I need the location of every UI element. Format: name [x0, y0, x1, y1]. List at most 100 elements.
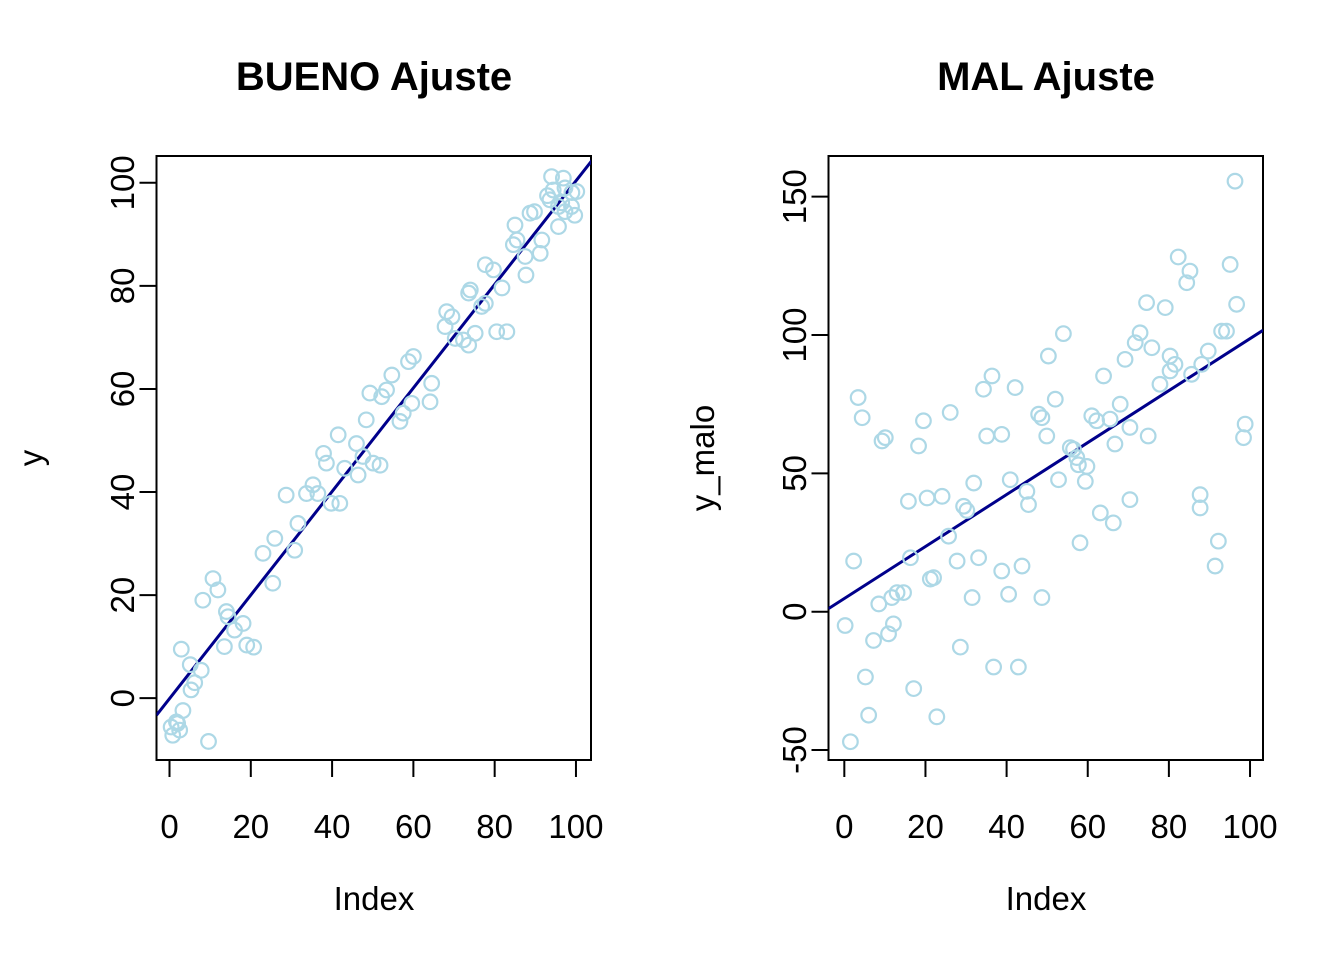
x-tick-label: 80 — [476, 808, 513, 845]
data-point — [849, 389, 867, 406]
data-point — [1191, 499, 1209, 517]
data-point — [1101, 410, 1119, 428]
x-tick-label: 40 — [988, 808, 1025, 845]
data-point — [508, 231, 526, 249]
data-point — [473, 298, 491, 315]
y-tick-label: 50 — [776, 455, 813, 492]
data-point — [1054, 325, 1072, 343]
data-point — [506, 216, 524, 234]
data-point — [1068, 449, 1086, 466]
data-point — [983, 367, 1001, 385]
data-point — [1126, 334, 1144, 352]
data-point — [194, 591, 212, 609]
data-point — [322, 494, 340, 512]
data-point — [885, 615, 902, 633]
data-point — [234, 615, 252, 632]
data-point — [1236, 415, 1254, 433]
data-point — [940, 527, 957, 545]
plot-box — [827, 155, 1264, 761]
y-tick-label: -50 — [776, 726, 813, 774]
data-point — [277, 486, 295, 504]
data-point — [951, 638, 969, 656]
data-point — [1193, 355, 1211, 373]
y-axis-label: y_malo — [684, 405, 721, 511]
data-point — [870, 595, 888, 613]
data-point — [504, 236, 522, 254]
data-point — [371, 456, 389, 474]
data-point — [985, 658, 1003, 676]
data-point — [1178, 274, 1196, 292]
data-point — [910, 437, 927, 455]
data-point — [331, 494, 349, 512]
data-point — [902, 549, 919, 567]
data-point — [970, 549, 988, 567]
fit-line — [828, 329, 1263, 610]
data-point — [1038, 427, 1056, 445]
data-point — [1131, 324, 1149, 342]
data-point — [1071, 534, 1089, 552]
data-point — [955, 497, 972, 515]
data-point — [348, 435, 365, 452]
x-tick-label: 20 — [232, 808, 269, 845]
plot-box — [155, 155, 592, 761]
data-point — [403, 394, 421, 412]
data-point — [476, 294, 494, 312]
data-point — [438, 303, 456, 321]
data-point — [533, 231, 551, 249]
data-point — [1013, 557, 1031, 575]
data-point — [404, 348, 422, 365]
data-point — [361, 384, 379, 402]
data-point — [1001, 471, 1019, 489]
data-point — [488, 323, 506, 341]
data-point — [1046, 390, 1064, 408]
data-point — [1065, 440, 1082, 458]
data-point — [1151, 375, 1169, 393]
data-point — [192, 661, 210, 679]
plot-area: 0 20 40 60 80 100 0 20 40 60 80 100 — [104, 155, 603, 845]
data-point — [880, 625, 897, 643]
data-point — [329, 426, 347, 444]
x-tick-label: 40 — [314, 808, 351, 845]
data-point — [1143, 339, 1161, 357]
data-point — [1111, 395, 1129, 413]
data-point — [245, 638, 263, 656]
data-point — [1226, 172, 1244, 190]
data-point — [1181, 262, 1199, 280]
chart-bueno-ajuste: BUENO Ajuste Index y 0 20 40 60 80 100 0 20 40 60… — [12, 55, 603, 917]
data-point — [1033, 589, 1051, 606]
data-point — [1206, 557, 1224, 575]
data-point — [1235, 429, 1252, 447]
data-point — [1156, 299, 1174, 317]
data-point — [860, 706, 878, 724]
data-point — [357, 411, 375, 429]
data-point — [915, 412, 932, 430]
data-point — [526, 203, 543, 221]
data-point — [1006, 379, 1024, 396]
data-point — [975, 380, 992, 398]
data-point — [238, 636, 256, 654]
plot-area: 0 20 40 60 80 100 -50 0 50 100 150 — [776, 155, 1278, 845]
data-point — [394, 404, 412, 422]
data-point — [200, 733, 217, 750]
data-point — [958, 502, 976, 519]
chart-mal-ajuste: MAL Ajuste Index y_malo 0 20 40 60 80 100-500… — [684, 55, 1278, 917]
chart-title: BUENO Ajuste — [236, 55, 512, 99]
data-point — [1020, 496, 1037, 514]
data-point — [873, 432, 891, 450]
data-point — [918, 489, 936, 507]
data-point — [498, 323, 516, 341]
data-point — [391, 413, 409, 430]
chart-title: MAL Ajuste — [937, 55, 1155, 99]
data-point — [1033, 409, 1051, 427]
data-point — [853, 409, 871, 427]
data-point — [963, 589, 981, 606]
data-point — [1183, 365, 1200, 383]
data-point — [865, 632, 882, 649]
y-tick-label: 0 — [776, 603, 813, 621]
y-tick-label: 100 — [104, 155, 141, 210]
data-point — [948, 552, 966, 570]
x-tick-label: 60 — [395, 808, 432, 845]
data-point — [1000, 585, 1018, 603]
data-point — [1095, 367, 1112, 385]
data-point — [466, 324, 484, 342]
